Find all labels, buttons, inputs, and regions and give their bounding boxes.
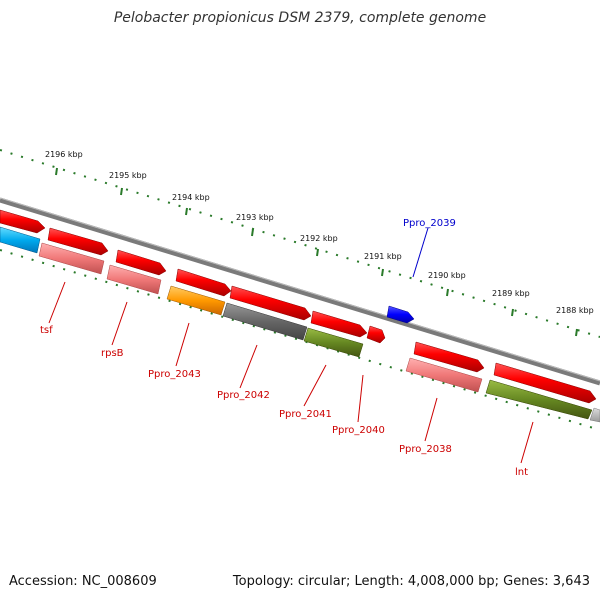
scale-label: 2196 kbp <box>45 150 83 159</box>
genome-backbone <box>0 197 600 386</box>
scale-label: 2188 kbp <box>556 306 594 315</box>
gene-label-ppro-2040[interactable]: Ppro_2040 <box>332 425 385 436</box>
gene-bar-olive[interactable] <box>303 327 364 358</box>
gene-label-ppro-2038[interactable]: Ppro_2038 <box>399 444 452 455</box>
lower-genes <box>0 226 600 423</box>
leader-lines <box>48 227 534 464</box>
scale-label: 2192 kbp <box>300 234 338 243</box>
gene-arrow[interactable] <box>115 249 167 276</box>
gene-label-ppro-2039[interactable]: Ppro_2039 <box>403 218 456 229</box>
gene-bar-orange[interactable] <box>166 285 226 316</box>
gene-arrow[interactable] <box>493 362 597 404</box>
scale-label: 2190 kbp <box>428 271 466 280</box>
gene-arrow[interactable] <box>175 268 232 297</box>
scale-labels: 2196 kbp 2195 kbp 2194 kbp 2193 kbp 2192… <box>45 150 594 315</box>
gene-arrow-blue[interactable] <box>386 305 415 324</box>
scale-ticks <box>55 167 578 337</box>
gene-label-ppro-2042[interactable]: Ppro_2042 <box>217 390 270 401</box>
inner-scale-line <box>0 249 600 431</box>
gene-arrow[interactable] <box>229 285 312 321</box>
gene-labels: tsf rpsB Ppro_2043 Ppro_2042 Ppro_2041 P… <box>40 218 528 478</box>
genome-summary-text: Topology: circular; Length: 4,008,000 bp… <box>232 574 590 589</box>
gene-label-lnt[interactable]: lnt <box>515 467 528 478</box>
gene-label-ppro-2043[interactable]: Ppro_2043 <box>148 369 201 380</box>
gene-arrow[interactable] <box>310 310 368 338</box>
gene-arrow[interactable] <box>366 325 386 344</box>
gene-label-ppro-2041[interactable]: Ppro_2041 <box>279 409 332 420</box>
gene-arrow[interactable] <box>413 341 485 373</box>
gene-arrow[interactable] <box>47 227 109 256</box>
gene-bar[interactable] <box>106 264 162 295</box>
scale-label: 2194 kbp <box>172 193 210 202</box>
accession-text: Accession: NC_008609 <box>9 574 157 589</box>
map-title: Pelobacter propionicus DSM 2379, complet… <box>113 10 487 26</box>
scale-label: 2189 kbp <box>492 289 530 298</box>
gene-bar-cyan[interactable] <box>0 226 41 254</box>
gene-bar-light[interactable] <box>589 407 600 423</box>
gene-bar-gray[interactable] <box>222 302 308 341</box>
scale-label: 2193 kbp <box>236 213 274 222</box>
gene-bar-olive[interactable] <box>485 379 593 420</box>
gene-bar[interactable] <box>405 357 483 393</box>
gene-arrow[interactable] <box>0 209 46 234</box>
scale-label: 2191 kbp <box>364 252 402 261</box>
gene-label-tsf[interactable]: tsf <box>40 325 53 336</box>
forward-genes <box>0 209 597 404</box>
scale-label: 2195 kbp <box>109 171 147 180</box>
gene-label-rpsb[interactable]: rpsB <box>101 348 124 359</box>
gene-bar[interactable] <box>38 242 105 275</box>
